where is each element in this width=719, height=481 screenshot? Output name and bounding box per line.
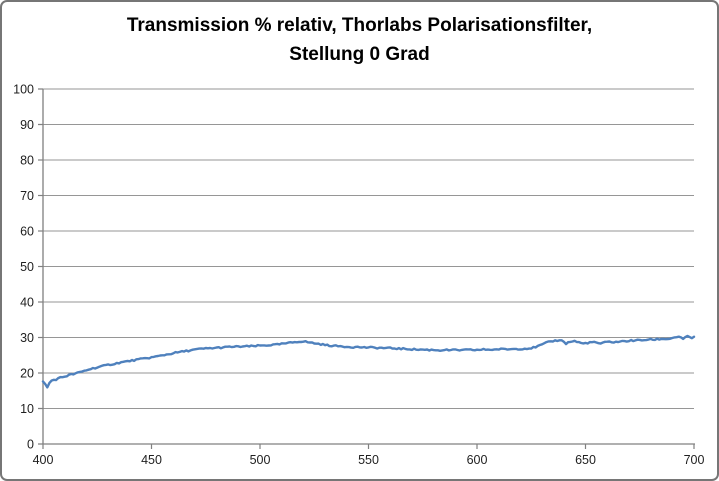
x-tick-label-650: 650 [575, 453, 596, 467]
x-tick-label-450: 450 [141, 453, 162, 467]
x-tick-label-400: 400 [33, 453, 54, 467]
y-tick-label-10: 10 [20, 402, 34, 416]
y-tick-label-0: 0 [27, 438, 34, 452]
y-tick-label-40: 40 [20, 296, 34, 310]
x-tick-label-500: 500 [250, 453, 271, 467]
x-tick-label-700: 700 [684, 453, 705, 467]
y-tick-label-70: 70 [20, 189, 34, 203]
y-tick-label-30: 30 [20, 331, 34, 345]
chart-title: Transmission % relativ, Thorlabs Polaris… [2, 11, 717, 69]
chart-title-line2: Stellung 0 Grad [289, 44, 430, 65]
y-tick-label-100: 100 [13, 83, 34, 97]
x-tick-label-550: 550 [358, 453, 379, 467]
y-tick-label-90: 90 [20, 118, 34, 132]
y-tick-label-50: 50 [20, 260, 34, 274]
chart-title-line1: Transmission % relativ, Thorlabs Polaris… [126, 15, 593, 36]
y-tick-label-60: 60 [20, 225, 34, 239]
y-tick-label-20: 20 [20, 367, 34, 381]
series-line-0 [41, 334, 696, 389]
y-tick-label-80: 80 [20, 154, 34, 168]
x-tick-label-600: 600 [467, 453, 488, 467]
